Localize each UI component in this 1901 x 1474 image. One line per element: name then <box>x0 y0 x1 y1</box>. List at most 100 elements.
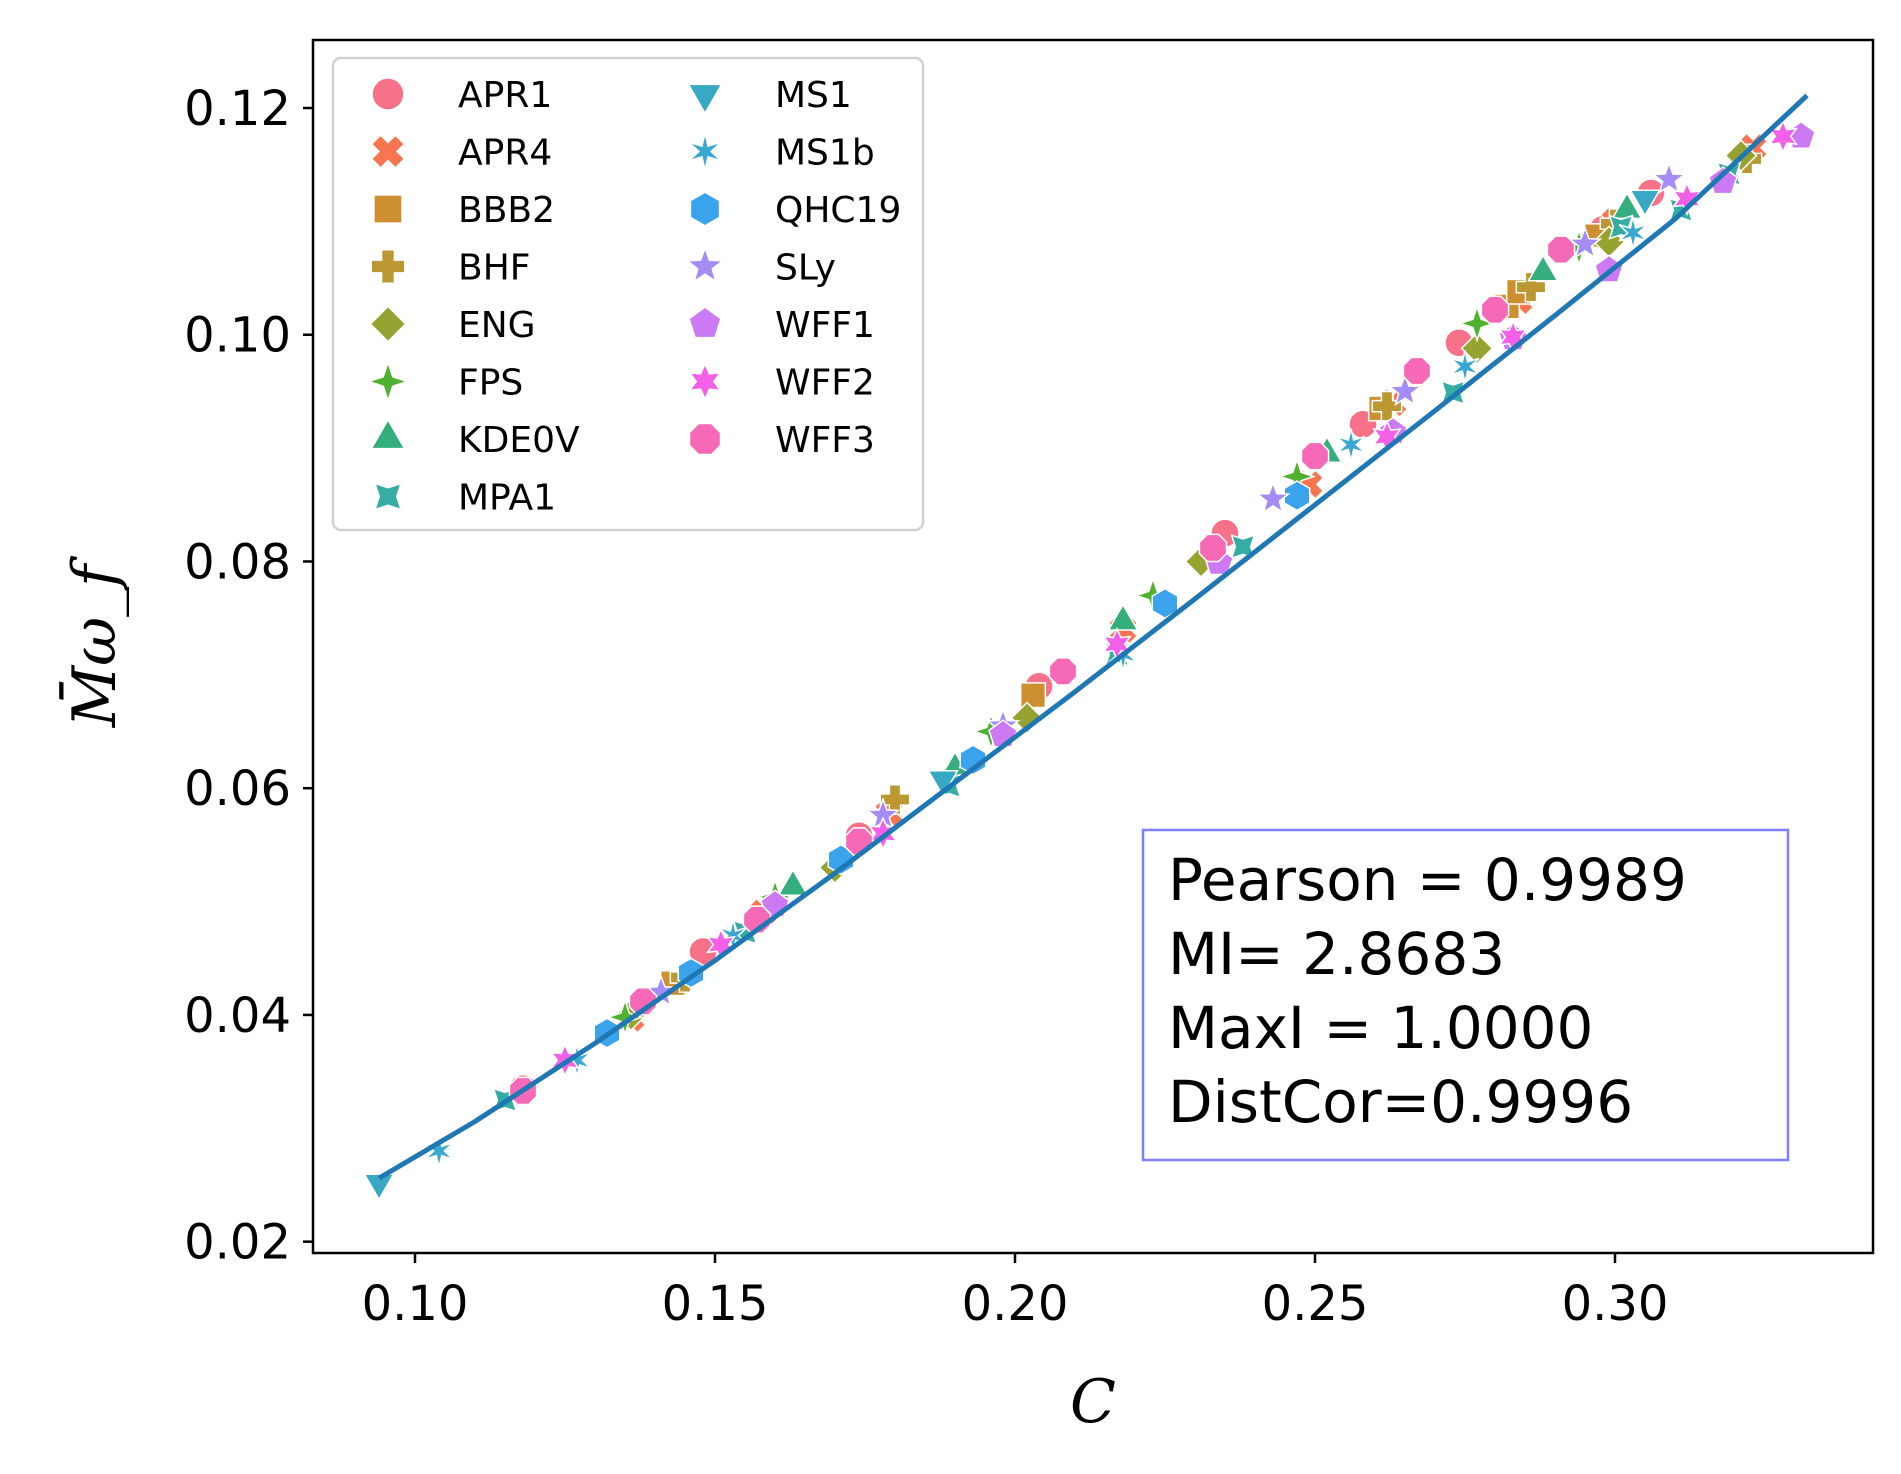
data-point-WFF2-1 <box>706 927 736 962</box>
legend-label-MPA1: MPA1 <box>458 478 556 519</box>
data-point-SLy-6 <box>1651 161 1687 195</box>
x-tick-label: 0.20 <box>962 1276 1069 1332</box>
legend-item-WFF3: WFF3 <box>688 420 875 461</box>
stats-mi: MI= 2.8683 <box>1168 920 1505 988</box>
data-point-WFF1-6 <box>1708 166 1738 195</box>
data-point-MS1b-5 <box>1336 428 1366 461</box>
y-tick-label: 0.02 <box>184 1215 291 1271</box>
y-tick-label: 0.08 <box>184 534 291 590</box>
data-point-BHF-1 <box>879 784 911 815</box>
legend-marker-QHC19 <box>689 191 721 227</box>
x-axis-label: C <box>1070 1367 1116 1437</box>
y-tick-label: 0.10 <box>184 308 291 364</box>
legend-label-ENG: ENG <box>458 305 536 346</box>
legend-marker-MPA1 <box>373 482 403 511</box>
legend-item-MS1: MS1 <box>687 75 852 116</box>
data-point-MS1-2 <box>1629 189 1661 217</box>
legend-label-QHC19: QHC19 <box>775 190 901 231</box>
legend-marker-WFF3 <box>688 422 722 456</box>
legend-item-BBB2: BBB2 <box>373 190 555 231</box>
stats-distcor: DistCor=0.9996 <box>1168 1068 1633 1136</box>
legend-marker-APR4 <box>370 134 406 169</box>
data-point-KDE0V-0 <box>777 868 809 896</box>
legend-marker-MS1b <box>688 132 722 171</box>
axis-ticks: 0.10 0.15 0.20 0.25 0.30 0.02 0.04 0.06 0.08 0.10… <box>184 81 1668 1332</box>
legend-marker-KDE0V <box>370 418 406 450</box>
data-point-SLy-3 <box>1255 480 1291 514</box>
data-point-WFF3-9 <box>1546 235 1576 265</box>
x-tick-label: 0.30 <box>1562 1276 1669 1332</box>
data-point-ENG-2 <box>1010 701 1044 735</box>
data-point-MS1-0 <box>363 1173 395 1201</box>
legend-marker-SLy <box>685 245 725 284</box>
x-tick-label: 0.25 <box>1262 1276 1369 1332</box>
stats-pearson: Pearson = 0.9989 <box>1168 846 1687 914</box>
legend-item-FPS: FPS <box>366 359 523 404</box>
data-point-QHC19-5 <box>1283 480 1311 512</box>
data-point-ENG-4 <box>1460 331 1494 365</box>
legend-item-KDE0V: KDE0V <box>370 418 580 461</box>
data-point-MS1b-7 <box>1618 216 1648 249</box>
legend-marker-FPS <box>366 359 410 404</box>
legend-item-MS1b: MS1b <box>688 132 875 174</box>
stats-maxi: MaxI = 1.0000 <box>1168 994 1593 1062</box>
legend-item-ENG: ENG <box>369 305 536 346</box>
x-tick-label: 0.15 <box>662 1276 769 1332</box>
legend-label-WFF2: WFF2 <box>775 363 875 404</box>
legend-label-APR1: APR1 <box>458 75 552 116</box>
series-MS1 <box>363 189 1661 1201</box>
legend-marker-APR1 <box>371 77 405 111</box>
legend-label-FPS: FPS <box>458 363 523 404</box>
axes-frame <box>311 38 1875 1255</box>
legend-frame <box>331 56 925 532</box>
y-tick-label: 0.12 <box>184 81 291 137</box>
data-point-KDE0V-2 <box>1107 603 1139 631</box>
stats-box: Pearson = 0.9989 MI= 2.8683 MaxI = 1.000… <box>1141 828 1790 1162</box>
data-point-WFF3-7 <box>1402 356 1432 386</box>
y-tick-label: 0.04 <box>184 988 291 1044</box>
legend-label-MS1b: MS1b <box>775 133 875 174</box>
legend-item-APR1: APR1 <box>371 75 552 116</box>
legend-marker-WFF2 <box>688 362 722 401</box>
data-point-SLy-5 <box>1567 225 1603 259</box>
legend-marker-BBB2 <box>373 194 403 224</box>
legend-label-BHF: BHF <box>458 248 530 289</box>
data-point-WFF2-4 <box>1372 419 1402 455</box>
legend-marker-BHF <box>370 248 406 285</box>
y-tick-label: 0.06 <box>184 761 291 817</box>
legend-marker-MS1 <box>687 83 723 115</box>
legend-marker-WFF1 <box>688 306 722 339</box>
legend-label-MS1: MS1 <box>775 75 852 116</box>
data-point-MS1b-0 <box>424 1134 454 1168</box>
legend-label-WFF1: WFF1 <box>775 305 875 346</box>
series-WFF3 <box>508 235 1576 1106</box>
legend-label-SLy: SLy <box>775 248 836 289</box>
legend-item-MPA1: MPA1 <box>373 478 556 519</box>
legend-item-WFF1: WFF1 <box>688 305 875 346</box>
legend-item-SLy: SLy <box>685 245 836 289</box>
legend-label-WFF3: WFF3 <box>775 420 875 461</box>
y-axis-label: M̄ω_f <box>59 555 130 728</box>
data-point-QHC19-4 <box>1151 587 1179 619</box>
data-point-WFF3-6 <box>1300 441 1330 471</box>
legend-label-KDE0V: KDE0V <box>458 420 580 461</box>
data-point-WFF3-5 <box>1198 533 1228 563</box>
data-point-SLy-4 <box>1387 373 1423 407</box>
data-point-MS1b-6 <box>1450 350 1480 383</box>
legend-item-WFF2: WFF2 <box>688 362 875 404</box>
legend: APR1 APR4 BBB2 BHF ENG FPS KDE0V MPA1 MS1 MS1b QHC… <box>331 56 925 532</box>
data-point-QHC19-3 <box>959 744 987 776</box>
fit-line <box>377 93 1809 1181</box>
legend-item-QHC19: QHC19 <box>689 190 901 231</box>
data-point-FPS-5 <box>1457 304 1497 343</box>
data-point-WFF2-6 <box>1672 181 1702 216</box>
legend-label-BBB2: BBB2 <box>458 190 555 231</box>
plot-area <box>363 93 1816 1201</box>
legend-item-BHF: BHF <box>370 248 530 289</box>
legend-marker-ENG <box>369 305 407 343</box>
data-point-WFF3-4 <box>1048 657 1078 686</box>
data-point-BBB2-1 <box>1019 682 1047 709</box>
x-tick-label: 0.10 <box>362 1276 469 1332</box>
data-point-WFF2-5 <box>1498 319 1528 355</box>
